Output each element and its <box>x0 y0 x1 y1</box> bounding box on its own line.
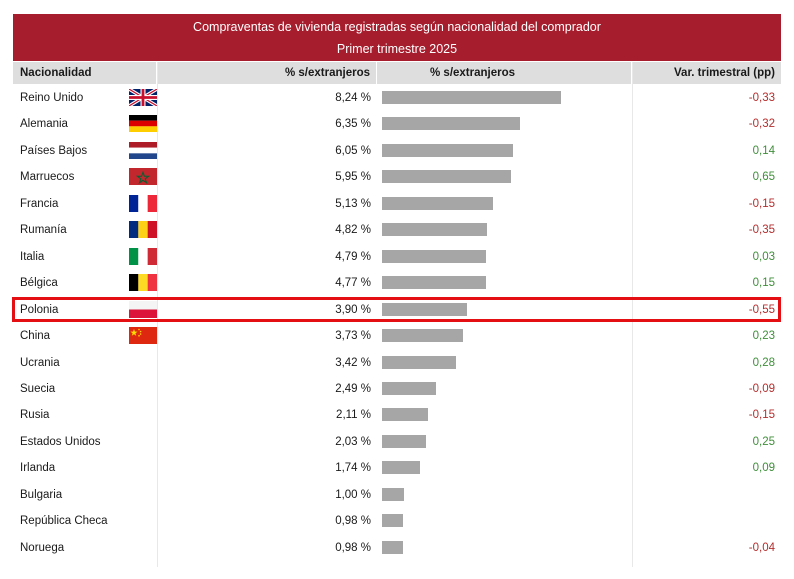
nationality-label: Suecia <box>20 382 56 395</box>
nationality-label: Italia <box>20 250 45 263</box>
bar <box>382 487 404 501</box>
percentage-label: 3,90 % <box>335 303 371 316</box>
percentage-label: 6,05 % <box>335 144 371 157</box>
percentage-label: 8,24 % <box>335 92 371 104</box>
column-divider <box>157 62 158 567</box>
header-pct: % s/extranjeros <box>284 67 370 79</box>
percentage-label: 1,74 % <box>335 462 371 475</box>
nationality-label: China <box>20 330 51 343</box>
romania-flag-icon <box>129 221 157 239</box>
nationality-label: Rumanía <box>20 224 67 237</box>
quarterly-change-value: 0,23 <box>752 330 775 343</box>
bar <box>382 223 487 237</box>
percentage-label: 5,13 % <box>335 197 371 210</box>
bar <box>382 329 464 343</box>
nationality-label: República Checa <box>20 515 108 528</box>
bar <box>382 196 494 210</box>
bar <box>382 434 427 448</box>
header-pct-bar-cell: % s/extranjeros <box>377 62 631 84</box>
nationality-label: Ucrania <box>20 356 60 369</box>
quarterly-change-value: 0,28 <box>752 356 775 369</box>
percentage-label: 0,98 % <box>335 541 371 554</box>
bar <box>382 381 437 395</box>
header-nationality: Nacionalidad <box>20 67 92 79</box>
title-bar: Compraventas de vivienda registradas seg… <box>13 14 781 61</box>
nationality-label: Noruega <box>20 541 65 554</box>
bar <box>382 276 486 290</box>
nationality-label: Rusia <box>20 409 50 422</box>
poland-flag-icon <box>129 300 157 318</box>
percentage-label: 1,00 % <box>335 488 371 501</box>
germany-flag-icon <box>129 115 157 133</box>
percentage-label: 2,11 % <box>336 409 371 422</box>
quarterly-change-value: -0,15 <box>748 409 775 422</box>
quarterly-change-value: 0,15 <box>752 277 775 290</box>
bar <box>382 143 514 157</box>
netherlands-flag-icon <box>129 141 157 159</box>
quarterly-change-value: 0,09 <box>752 462 775 475</box>
quarterly-change-value: -0,15 <box>748 197 775 210</box>
percentage-label: 0,98 % <box>335 515 371 528</box>
nationality-label: Marruecos <box>20 171 75 184</box>
header-var-cell: Var. trimestral (pp) <box>633 62 781 84</box>
quarterly-change-value: 0,25 <box>752 435 775 448</box>
header-nationality-cell: Nacionalidad <box>13 62 156 84</box>
header-pct-bar: % s/extranjeros <box>430 67 516 79</box>
bar <box>382 170 512 184</box>
bar <box>382 461 420 475</box>
china-flag-icon <box>129 327 157 345</box>
nationality-label: Alemania <box>20 118 68 131</box>
quarterly-change-value: 0,65 <box>752 171 775 184</box>
quarterly-change-value: -0,33 <box>748 92 775 104</box>
header-pct-cell: % s/extranjeros <box>158 62 376 84</box>
uk-flag-icon <box>129 89 157 106</box>
bar <box>382 540 404 554</box>
chart-title: Compraventas de vivienda registradas seg… <box>193 20 601 34</box>
nationality-label: Polonia <box>20 303 59 316</box>
nationality-label: Irlanda <box>20 462 56 475</box>
column-divider <box>632 62 633 567</box>
percentage-label: 5,95 % <box>335 171 371 184</box>
quarterly-change-value: -0,09 <box>748 382 775 395</box>
percentage-label: 4,77 % <box>335 277 371 290</box>
percentage-label: 3,42 % <box>335 356 371 369</box>
percentage-label: 6,35 % <box>335 118 371 131</box>
bar <box>382 408 428 422</box>
nationality-label: Bulgaria <box>20 488 63 501</box>
header-var: Var. trimestral (pp) <box>674 67 775 79</box>
percentage-label: 4,79 % <box>335 250 371 263</box>
quarterly-change-value: -0,35 <box>748 224 775 237</box>
highlighted-row-frame <box>12 297 781 322</box>
nationality-label: Estados Unidos <box>20 435 101 448</box>
bar <box>382 302 467 316</box>
percentage-label: 2,03 % <box>335 435 371 448</box>
quarterly-change-value: 0,14 <box>752 144 775 157</box>
bar <box>382 355 457 369</box>
morocco-flag-icon <box>129 168 157 186</box>
quarterly-change-value: -0,55 <box>748 303 775 316</box>
bar <box>382 91 561 104</box>
nationality-label: Reino Unido <box>20 92 84 104</box>
percentage-label: 2,49 % <box>335 382 371 395</box>
bar <box>382 514 404 528</box>
nationality-label: Francia <box>20 197 59 210</box>
chart-subtitle: Primer trimestre 2025 <box>336 42 458 56</box>
bar <box>382 249 487 263</box>
quarterly-change-value: 0,03 <box>752 250 775 263</box>
quarterly-change-value: -0,32 <box>748 118 775 131</box>
percentage-label: 4,82 % <box>335 224 371 237</box>
percentage-label: 3,73 % <box>335 330 371 343</box>
quarterly-change-value: -0,04 <box>748 541 775 554</box>
belgium-flag-icon <box>129 274 157 292</box>
nationality-label: Bélgica <box>20 277 58 290</box>
nationality-label: Países Bajos <box>20 144 88 157</box>
bar <box>382 117 520 131</box>
italy-flag-icon <box>129 247 157 265</box>
france-flag-icon <box>129 194 157 212</box>
